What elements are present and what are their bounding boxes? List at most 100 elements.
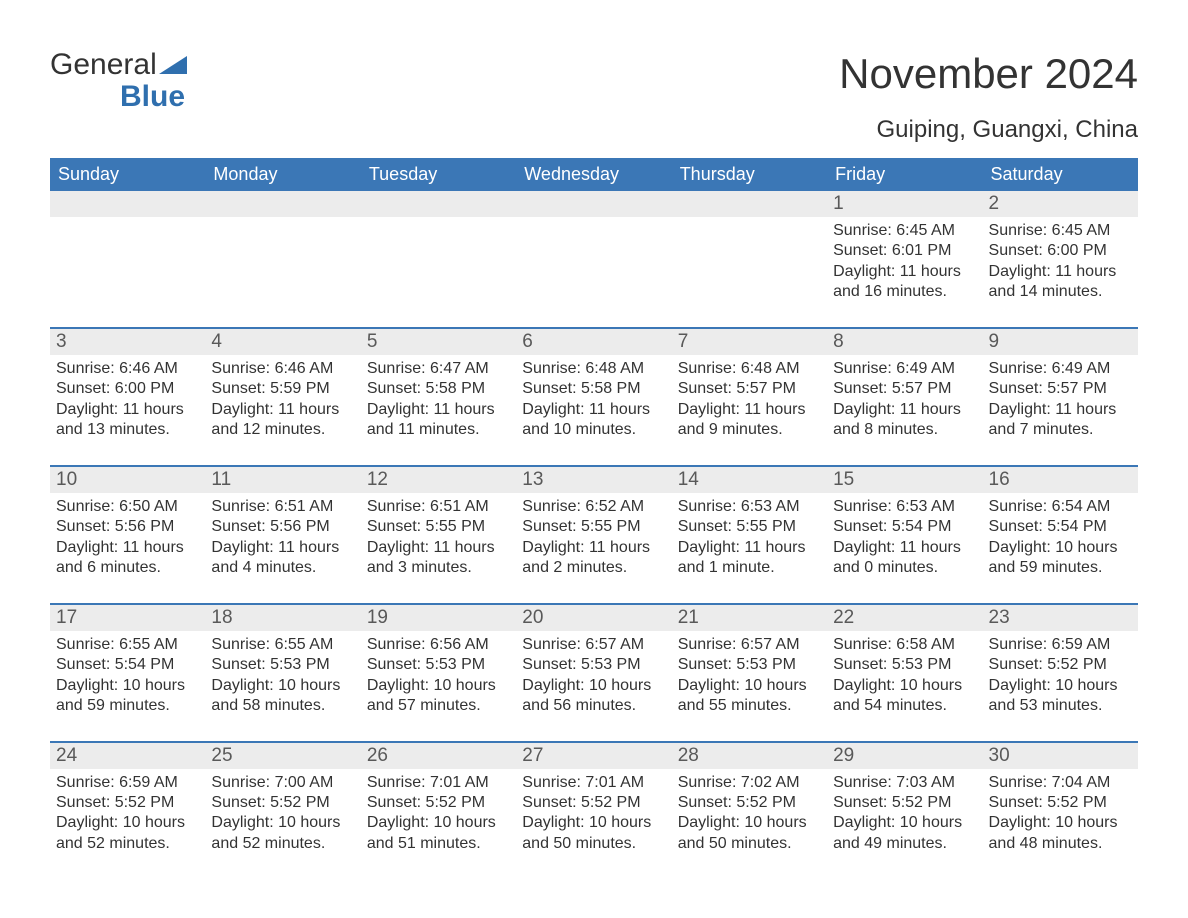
daylight-text: Daylight: 10 hours and 51 minutes. [367, 813, 512, 854]
daylight-text: Daylight: 11 hours and 13 minutes. [56, 400, 201, 441]
calendar-week: 10 Sunrise: 6:50 AMSunset: 5:56 PMDayligh… [50, 465, 1138, 585]
day-body: Sunrise: 6:49 AMSunset: 5:57 PMDaylight:… [831, 359, 978, 441]
day-number: 10 [50, 467, 205, 493]
day-body: Sunrise: 6:55 AMSunset: 5:54 PMDaylight:… [54, 635, 201, 717]
header-tuesday: Tuesday [361, 158, 516, 191]
calendar-day: 8Sunrise: 6:49 AMSunset: 5:57 PMDaylight… [827, 329, 982, 447]
day-body: Sunrise: 7:01 AMSunset: 5:52 PMDaylight:… [365, 773, 512, 855]
day-number: 24 [50, 743, 205, 769]
day-body: Sunrise: 6:50 AMSunset: 5:56 PMDaylight:… [54, 497, 201, 579]
logo-text: General Blue [50, 50, 187, 112]
sunrise-text: Sunrise: 6:52 AM [522, 497, 667, 517]
sunrise-text: Sunrise: 6:56 AM [367, 635, 512, 655]
calendar-day: 26 Sunrise: 7:01 AMSunset: 5:52 PMDayligh… [361, 743, 516, 861]
sunset-text: Sunset: 5:52 PM [367, 793, 512, 813]
sunrise-text: Sunrise: 6:53 AM [678, 497, 823, 517]
day-body: Sunrise: 6:57 AMSunset: 5:53 PMDaylight:… [676, 635, 823, 717]
daylight-text: Daylight: 11 hours and 3 minutes. [367, 538, 512, 579]
calendar-day: 20Sunrise: 6:57 AMSunset: 5:53 PMDayligh… [516, 605, 671, 723]
sunset-text: Sunset: 5:55 PM [367, 517, 512, 537]
sunrise-text: Sunrise: 7:01 AM [522, 773, 667, 793]
header-monday: Monday [205, 158, 360, 191]
day-number: 25 [205, 743, 360, 769]
calendar-day [672, 191, 827, 309]
sunset-text: Sunset: 6:00 PM [56, 379, 201, 399]
sunset-text: Sunset: 5:53 PM [522, 655, 667, 675]
day-number: 12 [361, 467, 516, 493]
day-number: 23 [983, 605, 1138, 631]
header-friday: Friday [827, 158, 982, 191]
sunrise-text: Sunrise: 6:53 AM [833, 497, 978, 517]
sunset-text: Sunset: 5:58 PM [367, 379, 512, 399]
sunset-text: Sunset: 5:57 PM [833, 379, 978, 399]
calendar-day [50, 191, 205, 309]
day-number: 29 [827, 743, 982, 769]
day-body: Sunrise: 6:55 AMSunset: 5:53 PMDaylight:… [209, 635, 356, 717]
calendar-day: 23Sunrise: 6:59 AMSunset: 5:52 PMDayligh… [983, 605, 1138, 723]
day-number: 22 [827, 605, 982, 631]
daylight-text: Daylight: 11 hours and 7 minutes. [989, 400, 1134, 441]
day-number [672, 191, 827, 217]
day-number: 26 [361, 743, 516, 769]
weeks-container: 1Sunrise: 6:45 AMSunset: 6:01 PMDaylight… [50, 191, 1138, 860]
header-thursday: Thursday [672, 158, 827, 191]
sunset-text: Sunset: 5:54 PM [833, 517, 978, 537]
sunrise-text: Sunrise: 7:00 AM [211, 773, 356, 793]
day-number: 6 [516, 329, 671, 355]
sunset-text: Sunset: 5:53 PM [678, 655, 823, 675]
daylight-text: Daylight: 10 hours and 53 minutes. [989, 676, 1134, 717]
day-number: 3 [50, 329, 205, 355]
daylight-text: Daylight: 11 hours and 2 minutes. [522, 538, 667, 579]
day-body: Sunrise: 6:51 AMSunset: 5:56 PMDaylight:… [209, 497, 356, 579]
title-block: November 2024 Guiping, Guangxi, China [839, 50, 1138, 144]
day-number: 4 [205, 329, 360, 355]
day-number: 30 [983, 743, 1138, 769]
sunrise-text: Sunrise: 6:55 AM [211, 635, 356, 655]
daylight-text: Daylight: 11 hours and 12 minutes. [211, 400, 356, 441]
logo-blue: Blue [120, 80, 185, 113]
sunset-text: Sunset: 5:53 PM [211, 655, 356, 675]
calendar-header-row: Sunday Monday Tuesday Wednesday Thursday… [50, 158, 1138, 191]
day-number: 7 [672, 329, 827, 355]
calendar-day: 27Sunrise: 7:01 AMSunset: 5:52 PMDayligh… [516, 743, 671, 861]
daylight-text: Daylight: 11 hours and 9 minutes. [678, 400, 823, 441]
daylight-text: Daylight: 10 hours and 50 minutes. [522, 813, 667, 854]
sunset-text: Sunset: 5:53 PM [833, 655, 978, 675]
calendar-day: 30Sunrise: 7:04 AMSunset: 5:52 PMDayligh… [983, 743, 1138, 861]
daylight-text: Daylight: 10 hours and 59 minutes. [56, 676, 201, 717]
calendar-week: 1Sunrise: 6:45 AMSunset: 6:01 PMDaylight… [50, 191, 1138, 309]
calendar-day: 2Sunrise: 6:45 AMSunset: 6:00 PMDaylight… [983, 191, 1138, 309]
daylight-text: Daylight: 10 hours and 56 minutes. [522, 676, 667, 717]
day-number: 5 [361, 329, 516, 355]
sunset-text: Sunset: 5:52 PM [56, 793, 201, 813]
calendar-day: 16Sunrise: 6:54 AMSunset: 5:54 PMDayligh… [983, 467, 1138, 585]
day-body: Sunrise: 6:48 AMSunset: 5:58 PMDaylight:… [520, 359, 667, 441]
calendar-day: 4Sunrise: 6:46 AMSunset: 5:59 PMDaylight… [205, 329, 360, 447]
sunrise-text: Sunrise: 6:49 AM [833, 359, 978, 379]
page: General Blue November 2024 Guiping, Guan… [0, 0, 1188, 900]
calendar-day: 3Sunrise: 6:46 AMSunset: 6:00 PMDaylight… [50, 329, 205, 447]
day-number [516, 191, 671, 217]
daylight-text: Daylight: 10 hours and 48 minutes. [989, 813, 1134, 854]
calendar-day: 5Sunrise: 6:47 AMSunset: 5:58 PMDaylight… [361, 329, 516, 447]
sunrise-text: Sunrise: 6:47 AM [367, 359, 512, 379]
sunrise-text: Sunrise: 7:02 AM [678, 773, 823, 793]
day-body: Sunrise: 6:48 AMSunset: 5:57 PMDaylight:… [676, 359, 823, 441]
sunrise-text: Sunrise: 7:03 AM [833, 773, 978, 793]
daylight-text: Daylight: 11 hours and 0 minutes. [833, 538, 978, 579]
calendar-day: 13Sunrise: 6:52 AMSunset: 5:55 PMDayligh… [516, 467, 671, 585]
sunset-text: Sunset: 5:58 PM [522, 379, 667, 399]
day-body: Sunrise: 6:51 AMSunset: 5:55 PMDaylight:… [365, 497, 512, 579]
header-saturday: Saturday [983, 158, 1138, 191]
sunrise-text: Sunrise: 6:49 AM [989, 359, 1134, 379]
day-body: Sunrise: 6:54 AMSunset: 5:54 PMDaylight:… [987, 497, 1134, 579]
day-body: Sunrise: 7:02 AMSunset: 5:52 PMDaylight:… [676, 773, 823, 855]
calendar-day: 17Sunrise: 6:55 AMSunset: 5:54 PMDayligh… [50, 605, 205, 723]
daylight-text: Daylight: 10 hours and 54 minutes. [833, 676, 978, 717]
calendar-day: 12 Sunrise: 6:51 AMSunset: 5:55 PMDayligh… [361, 467, 516, 585]
sunset-text: Sunset: 6:01 PM [833, 241, 978, 261]
calendar-day: 29Sunrise: 7:03 AMSunset: 5:52 PMDayligh… [827, 743, 982, 861]
day-number: 11 [205, 467, 360, 493]
sunset-text: Sunset: 5:52 PM [522, 793, 667, 813]
sunset-text: Sunset: 5:54 PM [56, 655, 201, 675]
